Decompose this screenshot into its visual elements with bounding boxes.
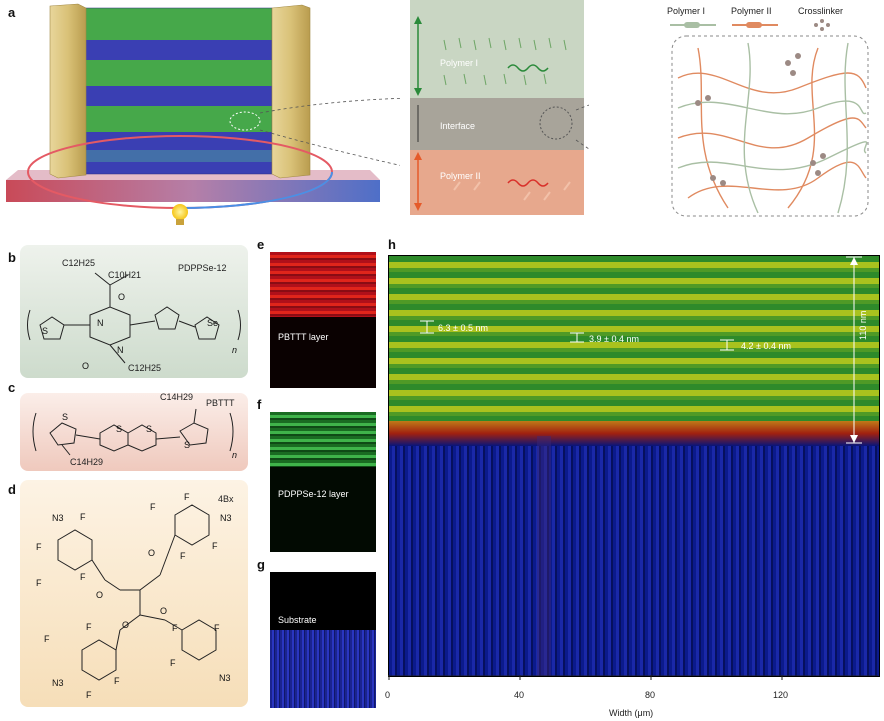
pdppse-atom-o2: O (82, 361, 90, 371)
pdppse-atom-se: Se (207, 318, 219, 328)
legend-polymer-ii: Polymer II (731, 6, 772, 16)
device-illustration (6, 3, 400, 225)
pbttt-structure (32, 408, 234, 456)
f-atom-15: F (170, 658, 176, 668)
f-atom-2: F (36, 542, 42, 552)
electrode-right (271, 4, 311, 179)
pbttt-atom-s4: S (184, 440, 191, 450)
n3-group-1: N3 (52, 513, 64, 523)
network-schematic (671, 35, 869, 217)
o-atom-4: O (160, 606, 168, 616)
panel-c-box (20, 393, 248, 471)
measurement-overlay (420, 256, 862, 444)
crosslinker-structure (57, 504, 217, 681)
pbttt-c14-top: C14H29 (160, 392, 194, 402)
n3-group-3: N3 (52, 678, 64, 688)
pdppse-c12-chain: C12H25 (62, 258, 96, 268)
f-atom-11: F (114, 676, 120, 686)
f-atom-3: F (36, 578, 42, 588)
f-atom-5: F (150, 502, 156, 512)
x-axis (388, 675, 878, 680)
n3-group-4: N3 (219, 673, 231, 683)
substrate-base (6, 180, 380, 202)
pdppse-name: PDPPSe-12 (178, 263, 227, 273)
panel-b-box (20, 245, 248, 378)
f-atom-13: F (172, 623, 178, 633)
panel-d-box (20, 480, 248, 707)
polymer-stack (81, 7, 273, 175)
pbttt-atom-s1: S (62, 412, 69, 422)
x-tick-120: 120 (773, 690, 789, 700)
electrode-left (49, 3, 87, 179)
pdppse-atom-s: S (42, 326, 49, 336)
label-polymer-i: Polymer I (440, 58, 479, 68)
pdppse-atom-n1: N (97, 318, 104, 328)
panel-g-map (270, 572, 376, 708)
pbttt-atom-s2: S (116, 424, 123, 434)
n3-group-2: N3 (220, 513, 232, 523)
o-atom-2: O (148, 548, 156, 558)
crosslinker-name: 4Bx (218, 494, 234, 504)
thickness-label: 110 nm (858, 310, 868, 340)
pbttt-layer-label: PBTTT layer (278, 332, 329, 342)
legend-swatches (670, 19, 830, 31)
pbttt-atom-s3: S (146, 424, 153, 434)
panel-e-map (270, 252, 376, 388)
f-atom-14: F (214, 623, 220, 633)
pbttt-c14-bottom: C14H29 (70, 457, 104, 467)
panel-label-a: a (8, 5, 16, 20)
f-atom-12: F (86, 690, 92, 700)
pbttt-repeat-n: n (232, 450, 238, 460)
legend-polymer-i: Polymer I (667, 6, 706, 16)
panel-label-b: b (8, 250, 16, 265)
pdppse-repeat-n: n (232, 345, 238, 355)
legend-crosslinker: Crosslinker (798, 6, 844, 16)
x-axis-label: Width (μm) (609, 708, 654, 718)
label-interface: Interface (440, 121, 476, 131)
bulb-icon (172, 204, 188, 225)
layer-schematic (410, 0, 589, 215)
panel-label-c: c (8, 380, 16, 395)
panel-label-f: f (257, 397, 262, 412)
panel-label-h: h (388, 237, 396, 252)
pbttt-name: PBTTT (206, 398, 235, 408)
pdppse-structure (27, 272, 241, 364)
x-tick-0: 0 (385, 690, 391, 700)
x-tick-40: 40 (514, 690, 525, 700)
x-tick-80: 80 (645, 690, 656, 700)
panel-f-map (270, 412, 376, 552)
f-atom-8: F (180, 551, 186, 561)
pdppse-layer-label: PDPPSe-12 layer (278, 489, 349, 499)
measurement-1: 6.3 ± 0.5 nm (438, 323, 488, 333)
o-atom-1: O (96, 590, 104, 600)
f-atom-10: F (44, 634, 50, 644)
substrate-label: Substrate (278, 615, 317, 625)
f-atom-6: F (184, 492, 190, 502)
panel-label-g: g (257, 557, 265, 572)
pdppse-c10-chain: C10H21 (108, 270, 142, 280)
f-atom-9: F (86, 622, 92, 632)
measurement-2: 3.9 ± 0.4 nm (589, 334, 639, 344)
pdppse-atom-n2: N (117, 345, 124, 355)
f-atom-4: F (80, 572, 86, 582)
panel-label-e: e (257, 237, 265, 252)
pdppse-c12-chain-bottom: C12H25 (128, 363, 162, 373)
o-atom-3: O (122, 620, 130, 630)
f-atom-1: F (80, 512, 86, 522)
label-polymer-ii: Polymer II (440, 171, 481, 181)
f-atom-7: F (212, 541, 218, 551)
measurement-3: 4.2 ± 0.4 nm (741, 341, 791, 351)
panel-label-d: d (8, 482, 16, 497)
panel-h-map (388, 255, 880, 677)
pdppse-atom-o1: O (118, 292, 126, 302)
